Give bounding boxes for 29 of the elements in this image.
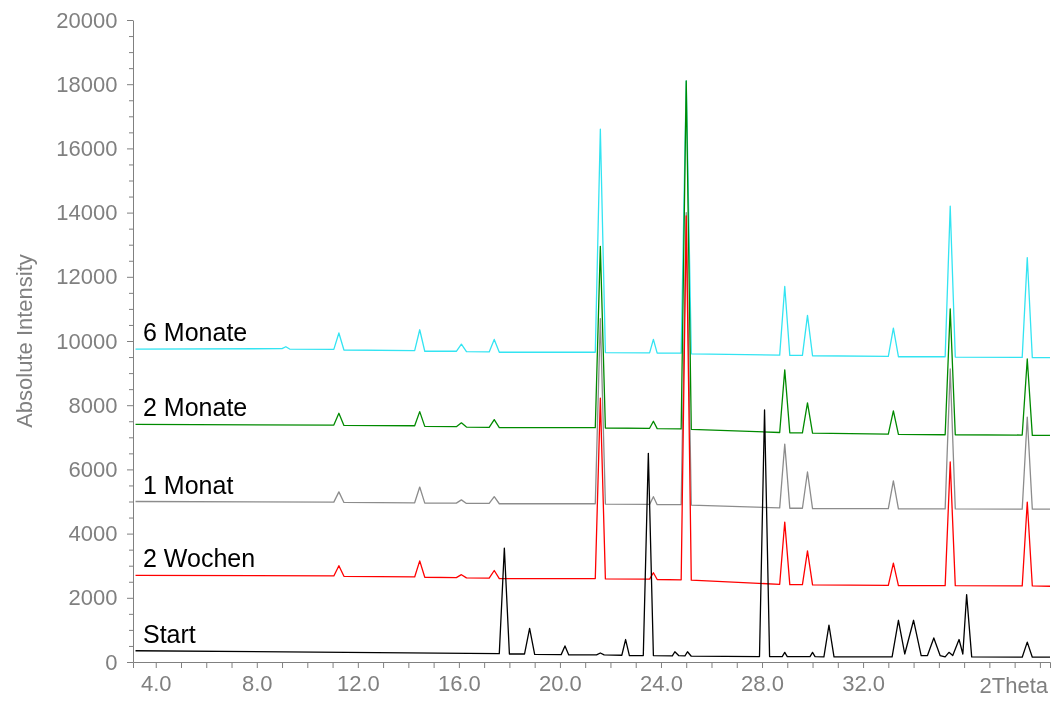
series-label: 2 Monate	[143, 393, 248, 422]
line-series	[134, 211, 1051, 510]
series-label: Start	[143, 619, 196, 648]
x-tick-label: 32.0	[842, 670, 885, 696]
y-tick-label: 10000	[56, 328, 118, 354]
line-series	[134, 215, 1051, 587]
x-tick-label: 20.0	[539, 670, 582, 696]
y-tick-label: 12000	[56, 264, 118, 290]
y-tick-label: 8000	[68, 392, 118, 418]
y-tick-label: 20000	[56, 7, 118, 33]
y-tick-label: 14000	[56, 200, 118, 226]
y-tick-label: 18000	[56, 71, 118, 97]
y-tick-label: 0	[105, 649, 118, 675]
x-tick-label: 4.0	[140, 670, 172, 696]
x-tick-label: 12.0	[336, 670, 380, 696]
x-tick-label: 8.0	[241, 670, 273, 696]
series-label: 2 Wochen	[143, 544, 256, 573]
x-tick-label: 28.0	[741, 670, 784, 696]
series-label: 6 Monate	[143, 318, 248, 347]
x-tick-label: 16.0	[437, 670, 481, 696]
y-tick-label: 2000	[68, 585, 118, 611]
x-axis-title: 2Theta	[979, 673, 1049, 698]
y-axis-title: Absolute Intensity	[12, 254, 37, 428]
y-tick-label: 4000	[68, 521, 118, 547]
y-tick-label: 6000	[68, 456, 118, 482]
line-series	[134, 80, 1051, 437]
x-tick-label: 24.0	[640, 670, 683, 696]
series-label: 1 Monat	[143, 470, 234, 499]
y-tick-label: 16000	[56, 135, 118, 161]
